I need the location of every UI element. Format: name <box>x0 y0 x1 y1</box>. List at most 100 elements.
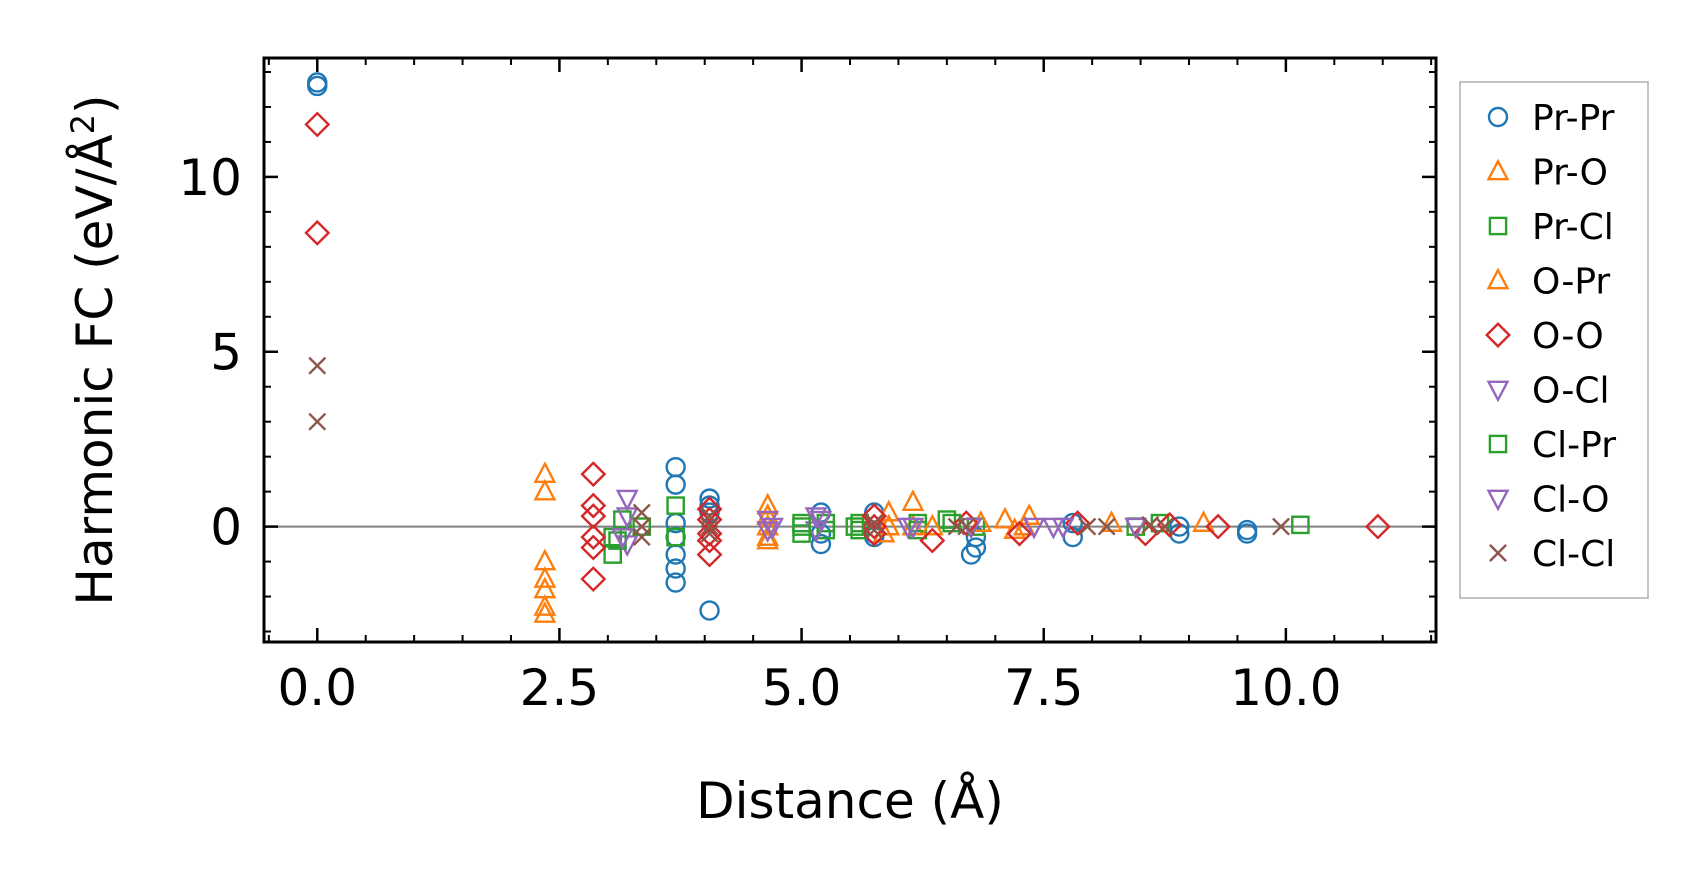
data-point <box>580 524 607 551</box>
legend-entry: O-Pr <box>1486 262 1610 303</box>
data-point <box>1205 513 1232 540</box>
data-point <box>865 521 884 540</box>
data-point <box>1078 517 1097 536</box>
data-point <box>901 517 925 540</box>
data-point <box>632 503 651 522</box>
data-point <box>610 528 634 551</box>
data-point <box>901 513 925 536</box>
legend-label: O-Pr <box>1532 262 1610 303</box>
legend-label: Cl-Pr <box>1532 425 1616 466</box>
data-point <box>666 527 685 547</box>
series-cl-o <box>610 510 1065 551</box>
legend-entry: Pr-O <box>1486 153 1608 194</box>
data-point <box>696 496 723 523</box>
data-point <box>920 513 944 536</box>
data-point <box>937 510 957 529</box>
data-point <box>792 517 811 536</box>
legend-entry: O-O <box>1485 316 1604 357</box>
legend-marker <box>1487 106 1509 128</box>
data-point <box>700 524 719 543</box>
legend-marker <box>1486 380 1510 403</box>
data-point <box>580 566 607 593</box>
data-point <box>901 489 925 511</box>
data-point <box>580 534 607 561</box>
data-point <box>965 537 987 558</box>
data-point <box>533 566 557 588</box>
data-point <box>1132 520 1159 547</box>
y-tick-label: 0 <box>210 499 242 557</box>
data-point <box>1156 511 1183 538</box>
data-point <box>666 496 685 515</box>
data-point <box>1155 517 1174 536</box>
data-points-group <box>304 72 1391 623</box>
data-point <box>533 478 557 501</box>
data-point <box>632 528 651 547</box>
legend-label: O-O <box>1532 316 1604 357</box>
data-point <box>533 594 557 616</box>
legend-label: Pr-O <box>1532 153 1608 194</box>
series-o-o <box>304 111 1391 593</box>
data-point <box>308 412 327 431</box>
data-point <box>304 219 331 246</box>
data-point <box>1003 517 1027 539</box>
data-point <box>603 545 622 564</box>
data-point <box>1124 517 1148 540</box>
y-tick-label: 5 <box>210 324 242 382</box>
data-point <box>580 492 607 519</box>
data-point <box>804 507 828 530</box>
data-point <box>632 517 652 536</box>
x-tick-label: 5.0 <box>762 659 842 717</box>
data-point <box>307 75 328 97</box>
data-point <box>696 541 723 568</box>
legend-label: O-Cl <box>1532 371 1609 412</box>
legend-entry: O-Cl <box>1486 371 1609 412</box>
legend-label: Cl-O <box>1532 480 1609 521</box>
data-point <box>1236 523 1258 544</box>
data-point <box>696 527 723 554</box>
legend-marker <box>1486 267 1510 290</box>
data-point <box>993 506 1017 529</box>
legend-marker <box>1488 434 1508 454</box>
data-point <box>756 492 780 515</box>
legend-entry: Cl-Cl <box>1489 534 1615 575</box>
data-point <box>809 510 833 533</box>
data-point <box>1272 517 1290 536</box>
data-point <box>810 533 832 555</box>
data-point <box>756 521 780 544</box>
legend-marker <box>1488 216 1508 236</box>
data-point <box>308 356 327 375</box>
data-point <box>533 601 557 623</box>
data-point <box>756 503 780 525</box>
data-point <box>665 456 686 478</box>
series-pr-pr <box>307 72 1258 621</box>
data-point <box>865 514 884 533</box>
data-point <box>615 507 639 530</box>
legend-label: Cl-Cl <box>1532 534 1615 575</box>
legend-label: Pr-Pr <box>1532 98 1615 139</box>
data-point <box>665 526 686 548</box>
data-point <box>919 527 946 554</box>
data-point <box>699 600 720 621</box>
plot-frame <box>262 56 1438 644</box>
x-axis-title: Distance (Å) <box>696 772 1004 830</box>
data-point <box>615 489 639 512</box>
legend-entry: Pr-Cl <box>1488 207 1614 248</box>
legend-label: Pr-Cl <box>1532 207 1614 248</box>
y-tick-label: 10 <box>178 149 242 207</box>
data-point <box>957 517 976 536</box>
legend-entry: Pr-Pr <box>1487 98 1615 139</box>
series-pr-o <box>533 461 1215 623</box>
data-point <box>580 461 607 488</box>
data-point <box>304 111 331 138</box>
data-point <box>877 499 901 522</box>
x-ticks-group: 0.0 2.5 5.0 7.5 10.0 <box>267 58 1433 717</box>
data-point <box>1097 517 1116 536</box>
data-point <box>1169 516 1190 537</box>
series-cl-pr <box>608 513 962 550</box>
x-tick-label: 7.5 <box>1004 659 1084 717</box>
data-point <box>665 474 686 495</box>
series-cl-cl <box>308 356 1290 547</box>
data-point <box>1141 515 1160 534</box>
